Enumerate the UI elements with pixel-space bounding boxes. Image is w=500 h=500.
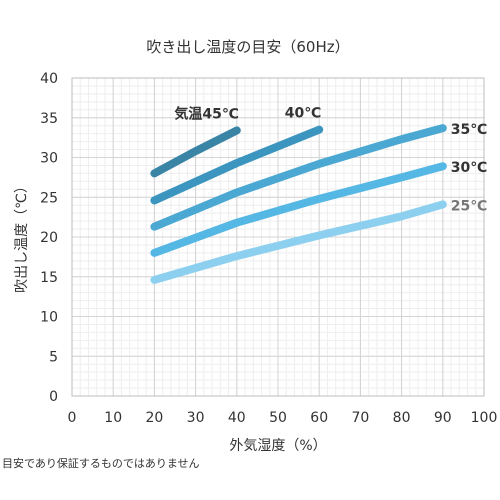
series-label-0: 気温45℃: [174, 105, 238, 122]
chart-title: 吹き出し温度の目安（60Hz）: [146, 38, 349, 56]
x-tick-label: 30: [187, 410, 205, 426]
axes: 0 10 20 30 40 50 60 70 80 90 100 0 5 10 15 20 25 30 35 40: [40, 71, 497, 426]
y-tick-label: 0: [49, 389, 58, 405]
x-tick-label: 50: [269, 410, 287, 426]
x-tick-label: 0: [68, 410, 77, 426]
series-line-1: [150, 125, 324, 205]
y-tick-label: 15: [40, 270, 58, 286]
x-tick-label: 100: [471, 410, 498, 426]
y-tick-label: 5: [49, 349, 58, 365]
x-tick-label: 40: [228, 410, 246, 426]
footnote: 目安であり保証するものではありません: [2, 457, 200, 470]
grid: [71, 77, 485, 397]
plot-border: [71, 77, 485, 397]
x-tick-label: 90: [434, 410, 452, 426]
x-tick-label: 60: [310, 410, 328, 426]
series-line-3: [150, 162, 447, 257]
y-tick-label: 40: [40, 71, 58, 87]
series-line-0: [150, 126, 241, 178]
y-tick-label: 10: [40, 310, 58, 326]
y-tick-label: 35: [40, 111, 58, 127]
series-label-4: 25℃: [451, 198, 487, 214]
series-label-3: 30℃: [451, 160, 487, 176]
series-line-4: [150, 200, 447, 284]
labels: 気温45℃ 40℃ 35℃ 30℃ 25℃: [174, 105, 487, 214]
series-label-1: 40℃: [285, 106, 321, 122]
y-tick-label: 25: [40, 190, 58, 206]
series-label-2: 35℃: [451, 122, 487, 138]
y-tick-label: 30: [40, 151, 58, 167]
x-tick-label: 20: [145, 410, 163, 426]
x-tick-label: 80: [393, 410, 411, 426]
y-axis-label: 吹出し温度（℃）: [14, 179, 30, 293]
x-tick-label: 70: [351, 410, 369, 426]
x-axis-label: 外気湿度（%）: [229, 438, 326, 454]
y-tick-label: 20: [40, 230, 58, 246]
x-tick-label: 10: [104, 410, 122, 426]
series-line-2: [150, 124, 447, 231]
series-lines: [150, 124, 447, 284]
